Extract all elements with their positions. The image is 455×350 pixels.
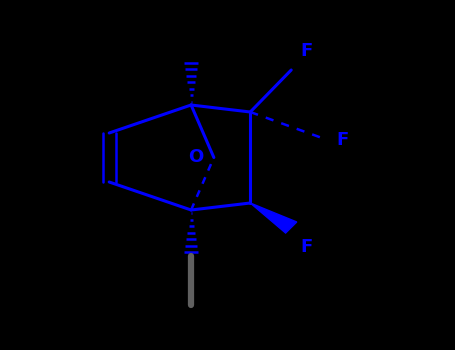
Text: F: F — [337, 131, 349, 149]
Text: F: F — [300, 42, 313, 60]
Text: O: O — [188, 148, 203, 167]
Polygon shape — [250, 203, 297, 233]
Text: F: F — [300, 238, 313, 256]
